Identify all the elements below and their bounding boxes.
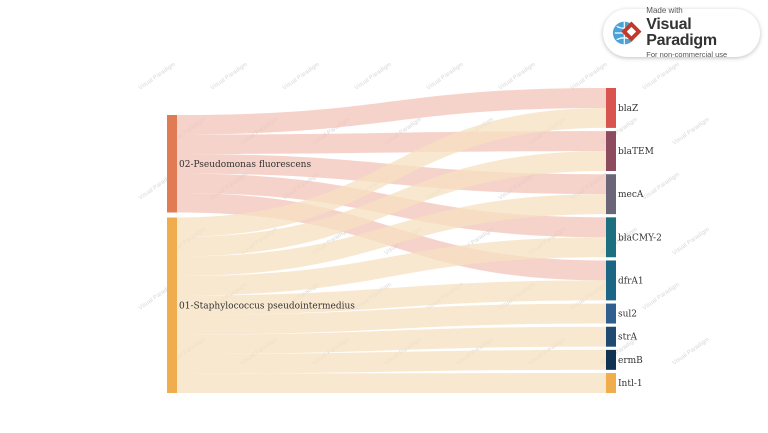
target-node-mecA[interactable] <box>606 174 616 215</box>
watermark-tile: Visual Paradigm <box>570 62 609 92</box>
link-sp-mecA[interactable] <box>177 194 606 276</box>
source-label-pf: 02-Pseudomonas fluorescens <box>179 160 311 170</box>
target-node-blaCMY2[interactable] <box>606 217 616 258</box>
watermark-tile: Visual Paradigm <box>672 117 711 147</box>
target-label-ermB: ermB <box>618 356 643 366</box>
target-label-strA: strA <box>618 333 638 343</box>
visual-paradigm-badge[interactable]: Made with Visual Paradigm For non-commer… <box>603 6 760 60</box>
watermark-tile: Visual Paradigm <box>672 337 711 367</box>
link-sp-strA[interactable] <box>177 326 606 354</box>
link-pf-blaTEM[interactable] <box>177 131 606 154</box>
target-label-sul2: sul2 <box>618 310 637 320</box>
made-with-text: Made with <box>646 6 683 16</box>
link-sp-blaTEM[interactable] <box>177 151 606 257</box>
target-node-sul2[interactable] <box>606 303 616 324</box>
target-label-blaZ: blaZ <box>618 104 638 114</box>
watermark-tile: Visual Paradigm <box>354 62 393 92</box>
visual-paradigm-logo-icon <box>612 21 642 45</box>
watermark-tile: Visual Paradigm <box>426 62 465 92</box>
watermark-tile: Visual Paradigm <box>282 62 321 92</box>
link-sp-dfrA1[interactable] <box>177 280 606 315</box>
watermark-tile: Visual Paradigm <box>210 62 249 92</box>
sankey-nodes <box>167 88 616 393</box>
target-label-blaTEM: blaTEM <box>618 147 654 157</box>
watermark-tile: Visual Paradigm <box>672 227 711 257</box>
source-node-pf[interactable] <box>167 115 177 213</box>
brand-name: Visual Paradigm <box>646 16 717 50</box>
target-node-dfrA1[interactable] <box>606 260 616 301</box>
watermark-tile: Visual Paradigm <box>138 62 177 92</box>
usage-note: For non-commercial use <box>646 50 728 60</box>
target-label-mecA: mecA <box>618 190 644 200</box>
watermark-tile: Visual Paradigm <box>498 62 537 92</box>
link-sp-blaZ[interactable] <box>177 107 606 237</box>
link-sp-Intl1[interactable] <box>177 373 606 393</box>
target-label-dfrA1: dfrA1 <box>618 276 644 286</box>
source-label-sp: 01-Staphylococcus pseudointermedius <box>179 301 355 311</box>
link-pf-blaZ[interactable] <box>177 88 606 135</box>
target-node-blaZ[interactable] <box>606 88 616 128</box>
sankey-labels: 02-Pseudomonas fluorescens 01-Staphylococ… <box>179 104 662 389</box>
target-node-strA[interactable] <box>606 326 616 347</box>
target-node-Intl1[interactable] <box>606 373 616 393</box>
link-sp-sul2[interactable] <box>177 303 606 335</box>
target-node-ermB[interactable] <box>606 349 616 370</box>
target-label-Intl1: Intl-1 <box>618 379 643 389</box>
link-sp-blaCMY2[interactable] <box>177 237 606 296</box>
sankey-links <box>177 88 606 393</box>
source-node-sp[interactable] <box>167 217 177 394</box>
target-label-blaCMY2: blaCMY-2 <box>618 233 662 243</box>
target-node-blaTEM[interactable] <box>606 131 616 172</box>
watermark-tile: Visual Paradigm <box>642 282 681 312</box>
link-sp-ermB[interactable] <box>177 349 606 374</box>
watermark-tile: Visual Paradigm <box>642 172 681 202</box>
watermark-tile: Visual Paradigm <box>642 62 681 92</box>
